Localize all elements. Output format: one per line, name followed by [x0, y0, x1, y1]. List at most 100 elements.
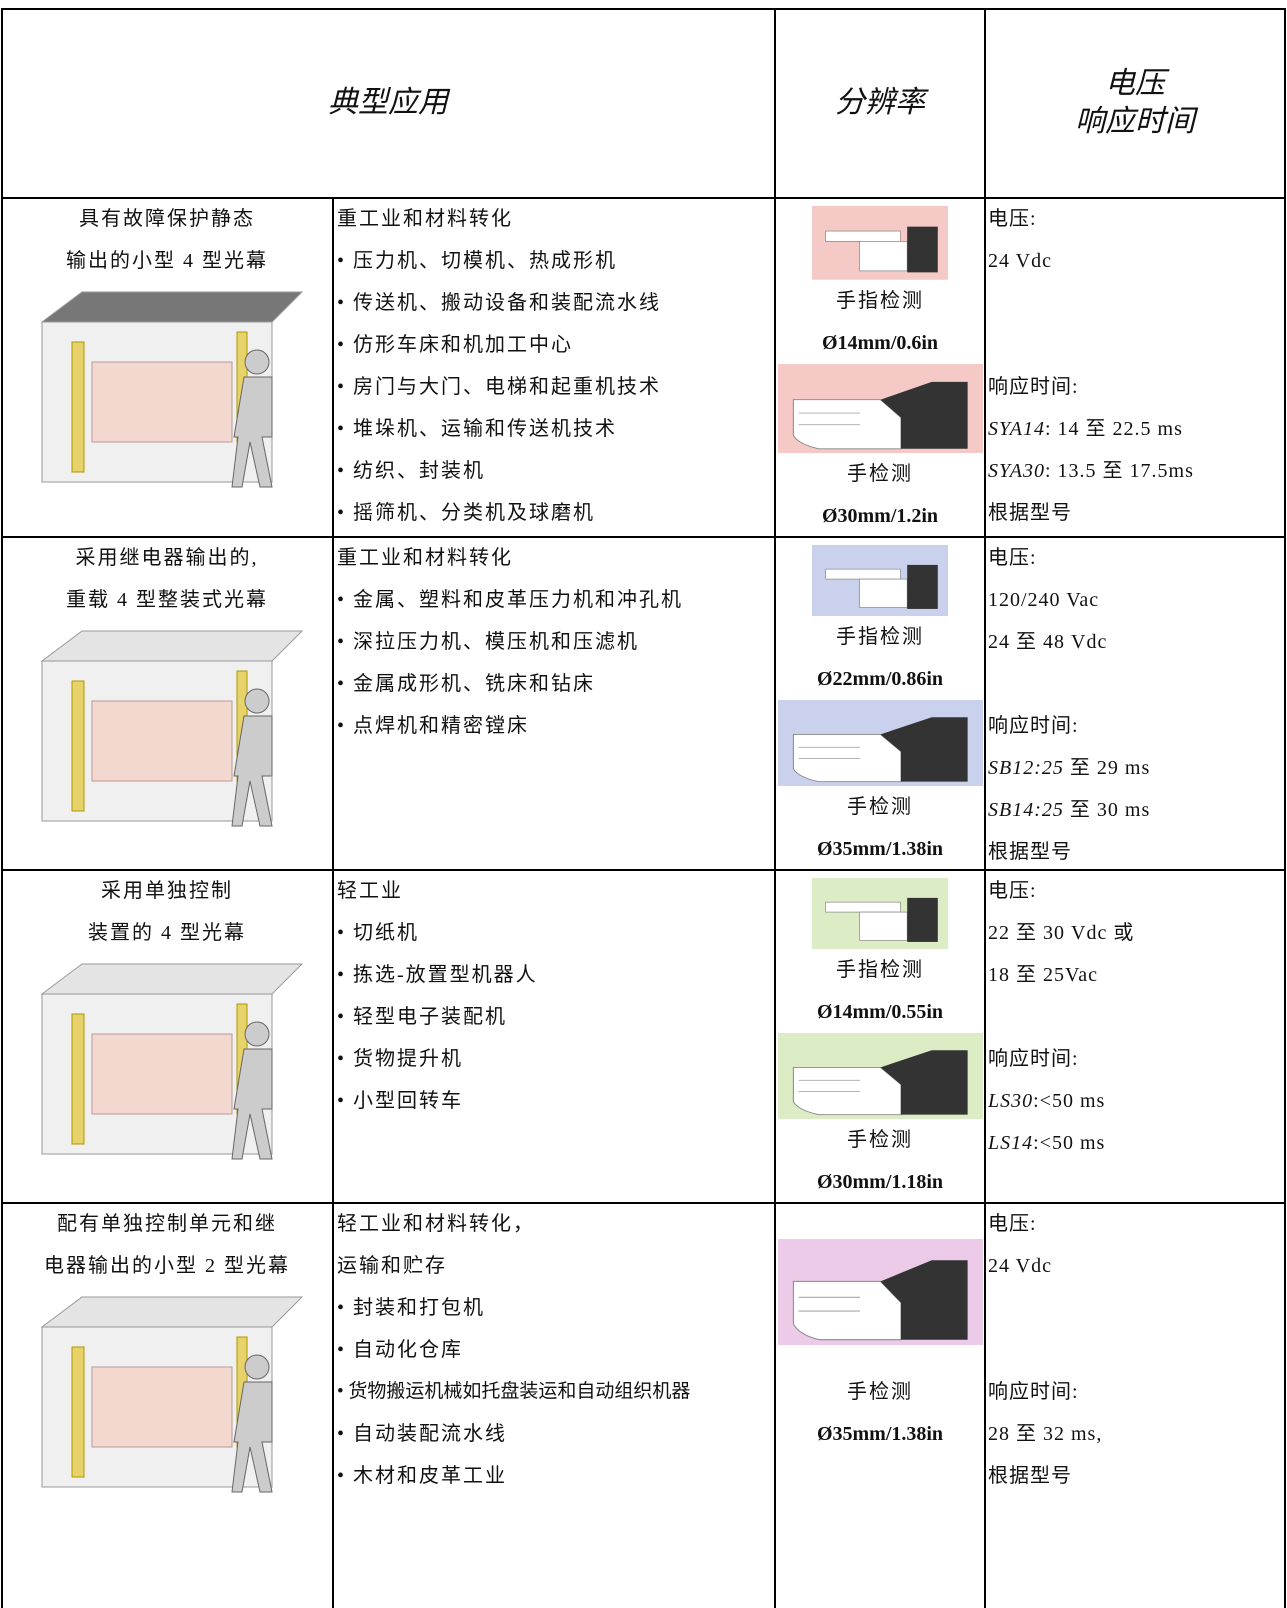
application-item: • 拣选-放置型机器人: [337, 964, 538, 986]
model-name: LS30: [988, 1090, 1034, 1112]
response-block: 响应时间: SYA14: 14 至 22.5 ms SYA30: 13.5 至 17…: [988, 366, 1283, 534]
application-cell: 重工业和材料转化 • 金属、塑料和皮革压力机和冲孔机 • 深拉压力机、模压机和压滤机…: [337, 537, 773, 870]
application-item: • 自动装配流水线: [337, 1423, 508, 1445]
type-cell: 配有单独控制单元和继 电器输出的小型 2 型光幕: [1, 1203, 333, 1608]
resolution-size: Ø30mm/1.18in: [816, 1171, 944, 1193]
type-cell: 采用继电器输出的, 重载 4 型整装式光幕: [1, 537, 333, 870]
resolution-label: 手检测: [847, 1129, 913, 1151]
response-line: SB14:25 至 30 ms: [988, 789, 1283, 831]
application-item: • 传送机、搬动设备和装配流水线: [337, 292, 662, 314]
response-value: :<50 ms: [1033, 1132, 1106, 1154]
response-text: 根据型号: [988, 841, 1072, 863]
machine-illustration: [40, 291, 304, 488]
response-text: 响应时间:: [988, 1381, 1079, 1403]
application-item: • 金属、塑料和皮革压力机和冲孔机: [337, 589, 684, 611]
resolution-cell: 手指检测 Ø14mm/0.55in 手检测 Ø30mm/1.18in: [775, 870, 985, 1203]
type-text: 具有故障保护静态: [79, 208, 255, 230]
voltage-text: 电压:: [988, 880, 1037, 902]
application-item: 重工业和材料转化: [337, 547, 513, 569]
header-text: 分辨率: [835, 86, 925, 119]
table-border: [1, 8, 1286, 1608]
type-text: 输出的小型 4 型光幕: [66, 250, 268, 272]
application-item: • 深拉压力机、模压机和压滤机: [337, 631, 640, 653]
resolution-label: 手指检测: [836, 959, 924, 982]
resolution-cell: 手指检测 Ø14mm/0.6in 手检测 Ø30mm/1.2in: [775, 198, 985, 537]
voltage-text: 电压:: [988, 547, 1037, 569]
model-name: LS14: [988, 1132, 1034, 1154]
voltage-text: 电压:: [988, 208, 1037, 230]
application-item: • 货物提升机: [337, 1048, 464, 1070]
header-cell: 典型应用: [1, 8, 775, 198]
response-value: 至 29 ms: [1063, 757, 1151, 779]
voltage-text: 24 至 48 Vdc: [988, 631, 1108, 653]
resolution-label: 手指检测: [836, 289, 924, 312]
hand-image: [812, 545, 948, 617]
resolution-cell: 手指检测 Ø22mm/0.86in 手检测 Ø35mm/1.38in: [775, 537, 985, 870]
response-line: SB12:25 至 29 ms: [988, 747, 1283, 789]
hand-image: [777, 363, 983, 453]
resolution-label: 手检测: [847, 463, 913, 485]
row-divider: [1, 1202, 1285, 1204]
column-divider: [774, 8, 776, 1608]
resolution-size: Ø35mm/1.38in: [816, 1423, 944, 1445]
response-value: :<50 ms: [1033, 1090, 1106, 1112]
voltage-text: 18 至 25Vac: [988, 964, 1098, 986]
voltage-text: 24 Vdc: [988, 250, 1052, 272]
resolution-label: 手指检测: [836, 626, 924, 649]
machine-illustration: [40, 630, 304, 827]
application-item: • 纺织、封装机: [337, 460, 486, 482]
application-item: • 摇筛机、分类机及球磨机: [337, 502, 596, 524]
column-divider: [984, 8, 986, 1608]
type-text: 装置的 4 型光幕: [88, 922, 246, 944]
application-item: 重工业和材料转化: [337, 208, 513, 230]
type-text: 配有单独控制单元和继: [57, 1213, 277, 1235]
voltage-cell: 电压: 24 Vdc: [988, 198, 1283, 537]
response-value: 至 30 ms: [1063, 799, 1151, 821]
response-block: 响应时间: LS30:<50 ms LS14:<50 ms: [988, 1038, 1283, 1164]
application-item: • 木材和皮革工业: [337, 1465, 508, 1487]
header-text: 电压: [1105, 67, 1165, 100]
resolution-size: Ø35mm/1.38in: [816, 838, 944, 860]
application-item: • 切纸机: [337, 922, 420, 944]
type-text: 电器输出的小型 2 型光幕: [44, 1255, 290, 1277]
hand-image: [777, 700, 983, 786]
response-value: : 13.5 至 17.5ms: [1044, 460, 1194, 482]
model-name: SB14:25: [988, 799, 1064, 821]
application-item: • 货物搬运机械如托盘装运和自动组织机器: [337, 1381, 691, 1402]
header-text: 响应时间: [1075, 105, 1195, 138]
application-cell: 轻工业 • 切纸机 • 拣选-放置型机器人 • 轻型电子装配机 • 货物提升机 • 小型回…: [337, 870, 773, 1203]
application-cell: 重工业和材料转化 • 压力机、切模机、热成形机 • 传送机、搬动设备和装配流水线 • …: [337, 198, 773, 537]
response-line: SYA30: 13.5 至 17.5ms: [988, 450, 1283, 492]
application-item: • 封装和打包机: [337, 1297, 486, 1319]
resolution-size: Ø30mm/1.2in: [821, 505, 939, 527]
application-item: • 点焊机和精密镗床: [337, 715, 530, 737]
application-item: 运输和贮存: [337, 1255, 447, 1277]
response-value: : 14 至 22.5 ms: [1044, 418, 1183, 440]
application-item: • 金属成形机、铣床和钻床: [337, 673, 596, 695]
row-divider: [1, 197, 1285, 199]
header-cell: 电压 响应时间: [985, 8, 1285, 198]
response-text: 根据型号: [988, 502, 1072, 524]
voltage-cell: 电压: 22 至 30 Vdc 或 18 至 25Vac: [988, 870, 1283, 1203]
hand-image: [812, 878, 948, 950]
type-cell: 具有故障保护静态 输出的小型 4 型光幕: [1, 198, 333, 537]
voltage-cell: 电压: 120/240 Vac 24 至 48 Vdc: [988, 537, 1283, 870]
response-line: LS14:<50 ms: [988, 1122, 1283, 1164]
column-divider: [332, 198, 334, 1608]
application-item: 轻工业: [337, 880, 403, 902]
application-item: • 房门与大门、电梯和起重机技术: [337, 376, 662, 398]
application-item: • 轻型电子装配机: [337, 1006, 508, 1028]
machine-illustration: [40, 963, 304, 1160]
model-name: SYA30: [988, 460, 1045, 482]
row-divider: [1, 536, 1285, 538]
response-text: 响应时间:: [988, 376, 1079, 398]
voltage-cell: 电压: 24 Vdc: [988, 1203, 1283, 1608]
response-block: 响应时间: 28 至 32 ms, 根据型号: [988, 1371, 1283, 1497]
resolution-size: Ø14mm/0.6in: [821, 331, 939, 354]
response-text: 28 至 32 ms,: [988, 1423, 1103, 1445]
hand-image: [777, 1033, 983, 1119]
voltage-text: 电压:: [988, 1213, 1037, 1235]
hand-image: [812, 206, 948, 280]
header-cell: 分辨率: [775, 8, 985, 198]
